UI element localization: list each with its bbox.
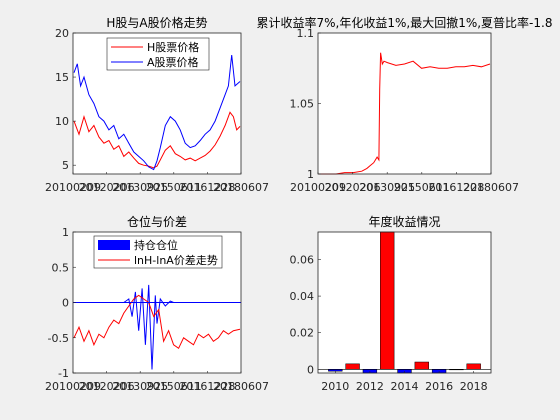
x-tick-label: 20150611 xyxy=(146,380,202,393)
axes-frame xyxy=(317,231,492,374)
x-tick-label: 2018 xyxy=(460,380,488,393)
chart-4: 2010 2012 2014 2016 2018 0 0.02 0.04 0.06 年度收益情况 xyxy=(290,214,492,393)
axes-frame xyxy=(72,32,242,175)
x-tick-label: 20130925 xyxy=(359,181,415,194)
y-tick-label: 1 xyxy=(307,168,314,181)
y-tick-label: 0.06 xyxy=(290,253,315,266)
x-tick-label: 20120206 xyxy=(79,380,135,393)
y-tick-label: 5 xyxy=(62,159,69,172)
chart-3: -1 -0.5 0 0.5 1 20100209201202062013092520150… xyxy=(45,214,269,393)
x-tick-label: 20161228 xyxy=(179,181,235,194)
x-tick-label: 20150611 xyxy=(394,181,450,194)
series-line-1 xyxy=(319,52,491,175)
y-tick-label: 0.02 xyxy=(290,327,315,340)
plot-area xyxy=(318,33,491,174)
y-tick-label: 1.1 xyxy=(297,27,315,40)
series-line-lnH-lnA价差走势 xyxy=(73,294,241,350)
chart-1: 5101520201002092012020620130925201506112… xyxy=(45,15,269,194)
x-tick-label: 20161228 xyxy=(179,380,235,393)
legend-label: H股票价格 xyxy=(147,40,199,54)
x-tick-label: 2016 xyxy=(425,380,453,393)
legend-label: lnH-lnA价差走势 xyxy=(134,253,218,267)
chart-title: 年度收益情况 xyxy=(368,214,440,229)
x-tick-label: 2014 xyxy=(391,380,419,393)
x-tick-label: 20100209 xyxy=(290,181,346,194)
x-tick-label: 20120206 xyxy=(325,181,381,194)
bar-2018 xyxy=(466,363,481,370)
x-tick-label: 20100209 xyxy=(45,181,101,194)
chart-title: 累计收益率7%,年化收益1%,最大回撤1%,夏普比率-1.8 xyxy=(257,15,553,30)
x-tick-label: 20120206 xyxy=(79,181,135,194)
series-line-A股票价格 xyxy=(73,54,241,171)
y-tick-label: -0.5 xyxy=(48,332,69,345)
y-tick-label: 0.04 xyxy=(290,290,315,303)
x-tick-label: 2012 xyxy=(356,380,384,393)
series-line-持仓仓位 xyxy=(74,284,240,370)
x-tick-label: 20161228 xyxy=(428,181,484,194)
chart-2: 1 1.05 1.1 20100209201202062013092520150611… xyxy=(257,15,553,194)
x-tick-label: 20150611 xyxy=(146,181,202,194)
y-tick-label: 0 xyxy=(307,363,314,376)
y-tick-label: 0.5 xyxy=(52,261,70,274)
x-tick-label: 20180607 xyxy=(213,181,269,194)
y-tick-label: 1.05 xyxy=(290,98,315,111)
y-tick-label: 1 xyxy=(62,226,69,239)
y-tick-label: 15 xyxy=(55,71,69,84)
x-tick-label: 20130925 xyxy=(112,181,168,194)
y-tick-label: 20 xyxy=(55,27,69,40)
legend-label: 持仓仓位 xyxy=(134,238,178,252)
bar-2013 xyxy=(380,231,395,370)
x-tick-label: 20180607 xyxy=(463,181,519,194)
y-tick-label: 10 xyxy=(55,115,69,128)
x-tick-label: 20130925 xyxy=(112,380,168,393)
legend-swatch xyxy=(98,240,130,250)
plot-area xyxy=(318,232,491,373)
legend-box xyxy=(106,37,210,71)
x-tick-label: 20100209 xyxy=(45,380,101,393)
x-tick-label: 2010 xyxy=(321,380,349,393)
y-tick-label: -1 xyxy=(58,367,69,380)
bar-2015 xyxy=(414,361,429,370)
x-tick-label: 20180607 xyxy=(213,380,269,393)
chart-title: 仓位与价差 xyxy=(127,214,187,229)
chart-title: H股与A股价格走势 xyxy=(106,15,207,30)
y-tick-label: 0 xyxy=(62,297,69,310)
legend-label: A股票价格 xyxy=(147,55,199,69)
series-line-H股票价格 xyxy=(73,111,241,169)
bar-2011 xyxy=(345,363,360,370)
